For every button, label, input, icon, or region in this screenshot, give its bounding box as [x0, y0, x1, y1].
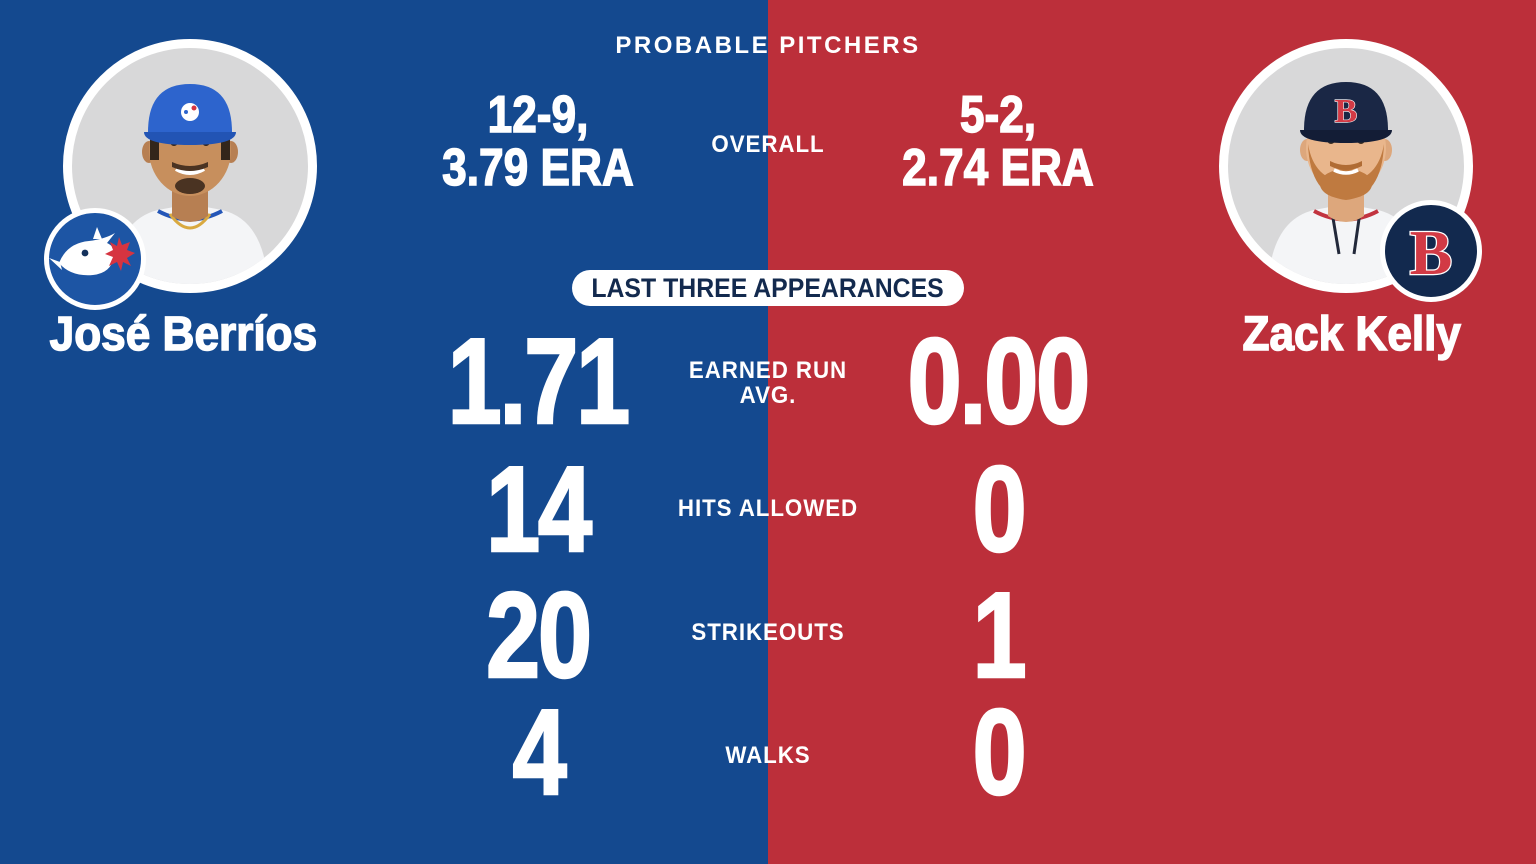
stat-value-text: 1: [971, 567, 1027, 703]
right-overall-record-line1: 5-2,: [959, 86, 1037, 144]
stat-label-era-line2: AVG.: [739, 382, 797, 409]
stat-label-era-line1: EARNED RUN: [688, 357, 848, 384]
stat-value-right-era: 0.00: [833, 313, 1163, 449]
stat-value-left-strikeouts: 20: [373, 567, 703, 703]
stat-value-text: 20: [485, 567, 593, 703]
stat-value-right-hits: 0: [833, 441, 1163, 577]
left-player-name-text: José Berríos: [49, 308, 318, 361]
right-player-name-text: Zack Kelly: [1242, 308, 1462, 361]
section-pill: LAST THREE APPEARANCES: [572, 270, 964, 306]
left-overall-record-line2: 3.79 ERA: [442, 139, 635, 197]
stat-value-text: 14: [485, 441, 593, 577]
left-overall-record-line1: 12-9,: [487, 86, 589, 144]
right-player-photo: B: [1219, 39, 1473, 293]
stat-value-right-strikeouts: 1: [833, 567, 1163, 703]
stat-value-text: 4: [511, 684, 567, 820]
stat-value-left-era: 1.71: [373, 313, 703, 449]
section-pill-label: LAST THREE APPEARANCES: [591, 272, 945, 303]
stat-value-text: 0: [971, 684, 1027, 820]
left-player-name: José Berríos: [0, 308, 373, 361]
red-sox-b-icon: B: [1408, 216, 1453, 290]
stat-value-text: 0: [971, 441, 1027, 577]
svg-text:B: B: [1410, 217, 1453, 288]
stat-value-left-walks: 4: [373, 684, 703, 820]
stat-value-text: 1.71: [447, 313, 632, 449]
stat-label-strikeouts: STRIKEOUTS: [691, 619, 845, 646]
stat-value-right-walks: 0: [833, 684, 1163, 820]
stat-label-era: EARNED RUN AVG.: [582, 358, 954, 408]
stat-label-hits: HITS ALLOWED: [677, 495, 859, 522]
stat-label-walks: WALKS: [725, 742, 811, 769]
page-title: PROBABLE PITCHERS: [615, 32, 921, 59]
right-overall-record-line2: 2.74 ERA: [902, 139, 1095, 197]
right-player-name: Zack Kelly: [1162, 308, 1536, 361]
blue-jays-bird-icon: [49, 227, 135, 276]
stat-value-text: 0.00: [907, 313, 1092, 449]
stat-value-left-hits: 14: [373, 441, 703, 577]
red-sox-logo-icon: B: [1380, 200, 1482, 302]
svg-text:B: B: [1335, 93, 1358, 130]
left-overall-record: 12-9, 3.79 ERA: [378, 86, 698, 197]
jose-berrios-portrait-icon: [112, 84, 268, 284]
blue-jays-logo-icon: [44, 208, 146, 310]
right-overall-record: 5-2, 2.74 ERA: [838, 86, 1158, 197]
overall-label: OVERALL: [711, 131, 825, 158]
